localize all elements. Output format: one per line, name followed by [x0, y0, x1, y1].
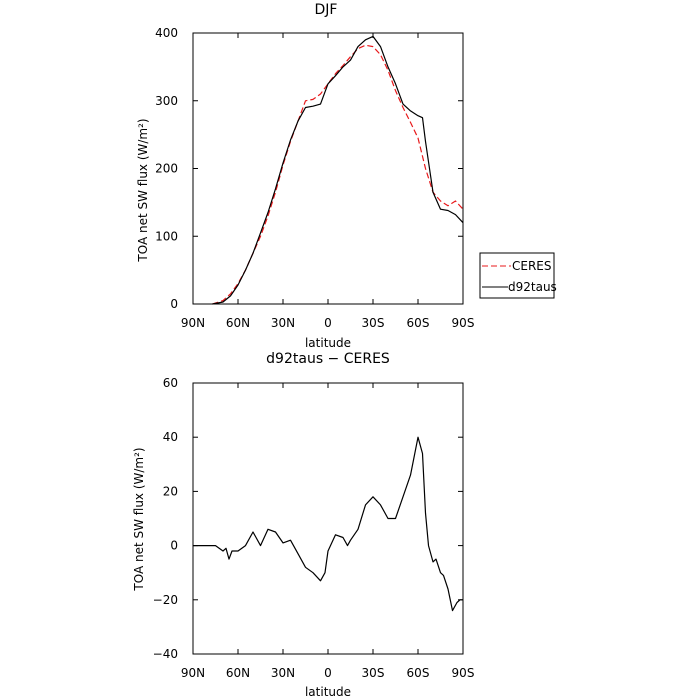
panel-bottom-ytick-label: −20 [153, 593, 178, 607]
panel-bottom-lines [193, 436, 463, 612]
legend-d92taus-label: d92taus [508, 280, 557, 294]
panel-top-xtick-label: 60S [407, 316, 430, 330]
panel-top-xtick-label: 30N [271, 316, 295, 330]
panel-bottom-xtick-label: 30S [362, 666, 385, 680]
panel-top-xtick-label: 90N [181, 316, 205, 330]
panel-bottom-title: d92taus − CERES [266, 351, 390, 367]
panel-bottom-xtick-label: 30N [271, 666, 295, 680]
panel-top-ticks: 90N 60N 30N 0 30S 60S 90S 0 100 200 300 400 [155, 26, 474, 330]
panel-top-lines [212, 35, 464, 305]
panel-top-series-ceres [212, 44, 464, 305]
panel-bottom-xtick-label: 60S [407, 666, 430, 680]
panel-top-ylabel: TOA net SW flux (W/m²) [136, 118, 150, 262]
panel-bottom-ticks: 90N 60N 30N 0 30S 60S 90S −40 −20 0 20 40 60 [153, 376, 475, 680]
panel-top-ytick-label: 300 [155, 94, 178, 108]
panel-top-xtick-label: 90S [452, 316, 475, 330]
panel-top-ytick-label: 0 [170, 297, 178, 311]
panel-bottom-ytick-label: 60 [163, 376, 178, 390]
legend-ceres-label: CERES [512, 259, 552, 273]
panel-bottom-ytick-label: 20 [163, 484, 178, 498]
panel-bottom-xtick-label: 90N [181, 666, 205, 680]
panel-top-title: DJF [315, 2, 338, 18]
panel-top-series-d92taus [212, 35, 464, 305]
panel-bottom-ylabel: TOA net SW flux (W/m²) [132, 447, 146, 591]
panel-bottom-series-difference [193, 436, 463, 612]
panel-top-xtick-label: 30S [362, 316, 385, 330]
panel-bottom-ytick-label: 0 [170, 539, 178, 553]
panel-top: DJF TOA net SW flux (W/m²) latitude 90N 6… [136, 2, 474, 350]
panel-top-ytick-label: 400 [155, 26, 178, 40]
panel-top-frame [192, 32, 464, 305]
panel-bottom-ytick-label: 40 [163, 430, 178, 444]
panel-bottom-xtick-label: 90S [452, 666, 475, 680]
panel-bottom: d92taus − CERES TOA net SW flux (W/m²) l… [132, 351, 474, 699]
panel-top-xtick-label: 0 [324, 316, 332, 330]
legend-box [479, 252, 555, 299]
panel-bottom-xtick-label: 60N [226, 666, 250, 680]
panel-top-xtick-label: 60N [226, 316, 250, 330]
panel-top-xlabel: latitude [305, 336, 351, 350]
panel-top-ytick-label: 100 [155, 229, 178, 243]
panel-bottom-frame [192, 382, 464, 655]
panel-bottom-xlabel: latitude [305, 685, 351, 699]
panel-bottom-ytick-label: −40 [153, 647, 178, 661]
legend: CERES d92taus [479, 252, 557, 299]
panel-bottom-xtick-label: 0 [324, 666, 332, 680]
panel-top-ytick-label: 200 [155, 162, 178, 176]
